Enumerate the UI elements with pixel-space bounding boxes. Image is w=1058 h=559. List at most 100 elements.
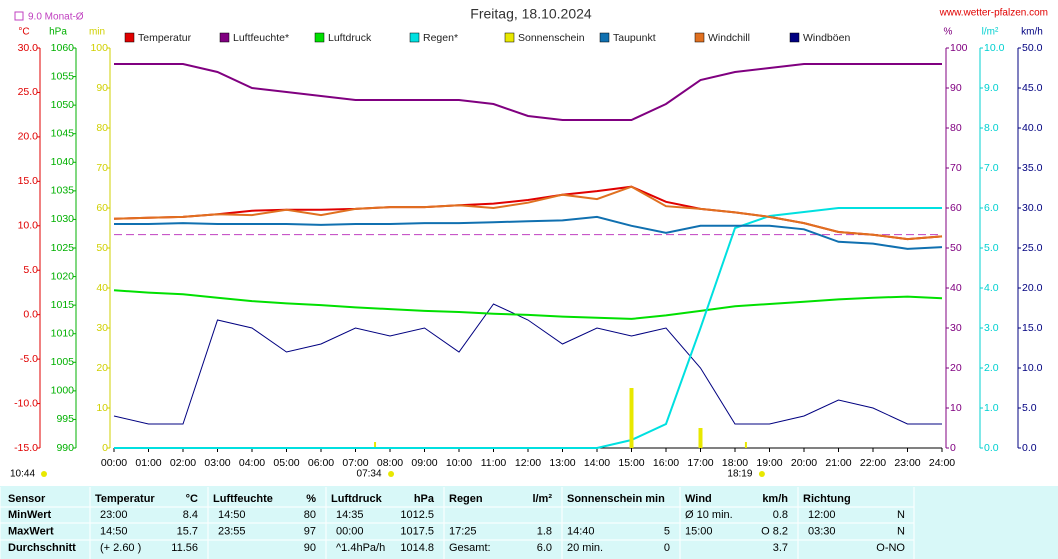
table-cell: 1012.5 <box>400 509 434 521</box>
table-cell: O-NO <box>876 542 905 554</box>
y-tick-label: 9.0 <box>984 82 999 94</box>
y-tick-label: 20.0 <box>1022 282 1043 294</box>
y-tick-label: 25.0 <box>18 86 39 98</box>
series-line <box>113 185 943 241</box>
sun-duration: 10:44 <box>10 469 35 480</box>
axis-unit: km/h <box>1021 27 1043 38</box>
y-tick-label: 5.0 <box>23 264 38 276</box>
x-tick-label: 16:00 <box>653 457 679 469</box>
table-cell: 15:00 <box>685 525 713 537</box>
table-header: Luftdruck <box>331 493 383 505</box>
series-line <box>113 185 943 241</box>
y-tick-label: -10.0 <box>14 397 38 409</box>
table-header: Richtung <box>803 493 851 505</box>
table-cell: 14:35 <box>336 509 364 521</box>
axis-unit: l/m² <box>982 27 999 38</box>
y-tick-label: 1050 <box>51 99 75 111</box>
x-tick-label: 24:00 <box>929 457 955 469</box>
y-tick-label: 1055 <box>51 70 75 82</box>
sun-icon <box>388 471 395 477</box>
y-tick-label: 4.0 <box>984 282 999 294</box>
y-tick-label: 40.0 <box>1022 122 1043 134</box>
y-tick-label: 60 <box>950 202 962 214</box>
y-tick-label: 1.0 <box>984 402 999 414</box>
sunshine-bar <box>698 428 703 448</box>
table-cell: 14:50 <box>218 509 246 521</box>
y-tick-label: 6.0 <box>984 202 999 214</box>
table-cell: 0 <box>664 542 670 554</box>
sunshine-bar <box>629 388 634 448</box>
table-header: hPa <box>414 493 435 505</box>
y-tick-label: 8.0 <box>984 122 999 134</box>
y-tick-label: 50 <box>96 242 108 254</box>
y-tick-label: 25.0 <box>1022 242 1043 254</box>
x-tick-label: 02:00 <box>170 457 196 469</box>
y-tick-label: 7.0 <box>984 162 999 174</box>
table-cell: 0.8 <box>773 509 788 521</box>
legend-swatch <box>219 32 230 43</box>
x-tick-label: 12:00 <box>515 457 541 469</box>
y-tick-label: 100 <box>950 42 968 54</box>
y-tick-label: 60 <box>96 202 108 214</box>
y-tick-label: 50 <box>950 242 962 254</box>
y-tick-label: 5.0 <box>984 242 999 254</box>
x-tick-label: 20:00 <box>791 457 817 469</box>
y-tick-label: -15.0 <box>14 442 38 454</box>
legend-swatch <box>694 32 705 43</box>
table-cell: 8.4 <box>183 509 198 521</box>
table-cell: 97 <box>304 525 316 537</box>
y-tick-label: 1040 <box>51 156 75 168</box>
y-tick-label: 50.0 <box>1022 42 1043 54</box>
y-tick-label: 40 <box>950 282 962 294</box>
series-line <box>113 303 942 425</box>
table-header: l/m² <box>532 493 552 505</box>
legend-label: Windböen <box>803 32 850 44</box>
table-cell: 1017.5 <box>400 525 434 537</box>
y-tick-label: 10 <box>950 402 962 414</box>
y-tick-label: 15.0 <box>1022 322 1043 334</box>
table-cell: (+ 2.60 ) <box>100 542 141 554</box>
table-cell: 00:00 <box>336 525 364 537</box>
x-tick-label: 22:00 <box>860 457 886 469</box>
y-tick-label: 1015 <box>51 299 75 311</box>
y-tick-label: 30 <box>96 322 108 334</box>
table-cell: N <box>897 509 905 521</box>
y-tick-label: 0.0 <box>1022 442 1037 454</box>
y-tick-label: 0.0 <box>23 308 38 320</box>
sun-icon <box>758 471 765 477</box>
y-tick-label: 20 <box>96 362 108 374</box>
table-cell: 11.56 <box>171 542 198 554</box>
series-line <box>114 215 943 250</box>
y-tick-label: 1020 <box>51 270 75 282</box>
legend-label: Regen* <box>423 32 458 44</box>
legend-swatch <box>599 32 610 43</box>
y-tick-label: 1030 <box>51 213 75 225</box>
y-tick-label: 10 <box>96 402 108 414</box>
table-cell: 17:25 <box>449 525 477 537</box>
table-header: Sonnenschein min <box>567 493 665 505</box>
table-cell: 14:40 <box>567 525 595 537</box>
y-tick-label: 30.0 <box>1022 202 1043 214</box>
y-tick-label: 0 <box>102 442 108 454</box>
y-tick-label: 15.0 <box>18 175 39 187</box>
table-row-label: MinWert <box>8 509 52 521</box>
y-tick-label: 35.0 <box>1022 162 1043 174</box>
y-tick-label: 995 <box>56 413 74 425</box>
table-cell: Gesamt: <box>449 542 491 554</box>
series-line <box>114 63 942 121</box>
table-cell: 3.7 <box>773 542 788 554</box>
y-tick-label: 1000 <box>51 385 75 397</box>
y-tick-label: 80 <box>96 122 108 134</box>
x-tick-label: 01:00 <box>135 457 161 469</box>
table-header: °C <box>186 493 198 505</box>
x-tick-label: 19:00 <box>756 457 782 469</box>
y-tick-label: 5.0 <box>1022 402 1037 414</box>
axis-unit: °C <box>18 27 29 38</box>
y-tick-label: 90 <box>96 82 108 94</box>
table-cell: 20 min. <box>567 542 603 554</box>
x-tick-label: 21:00 <box>825 457 851 469</box>
table-cell: N <box>897 525 905 537</box>
x-tick-label: 10:00 <box>446 457 472 469</box>
